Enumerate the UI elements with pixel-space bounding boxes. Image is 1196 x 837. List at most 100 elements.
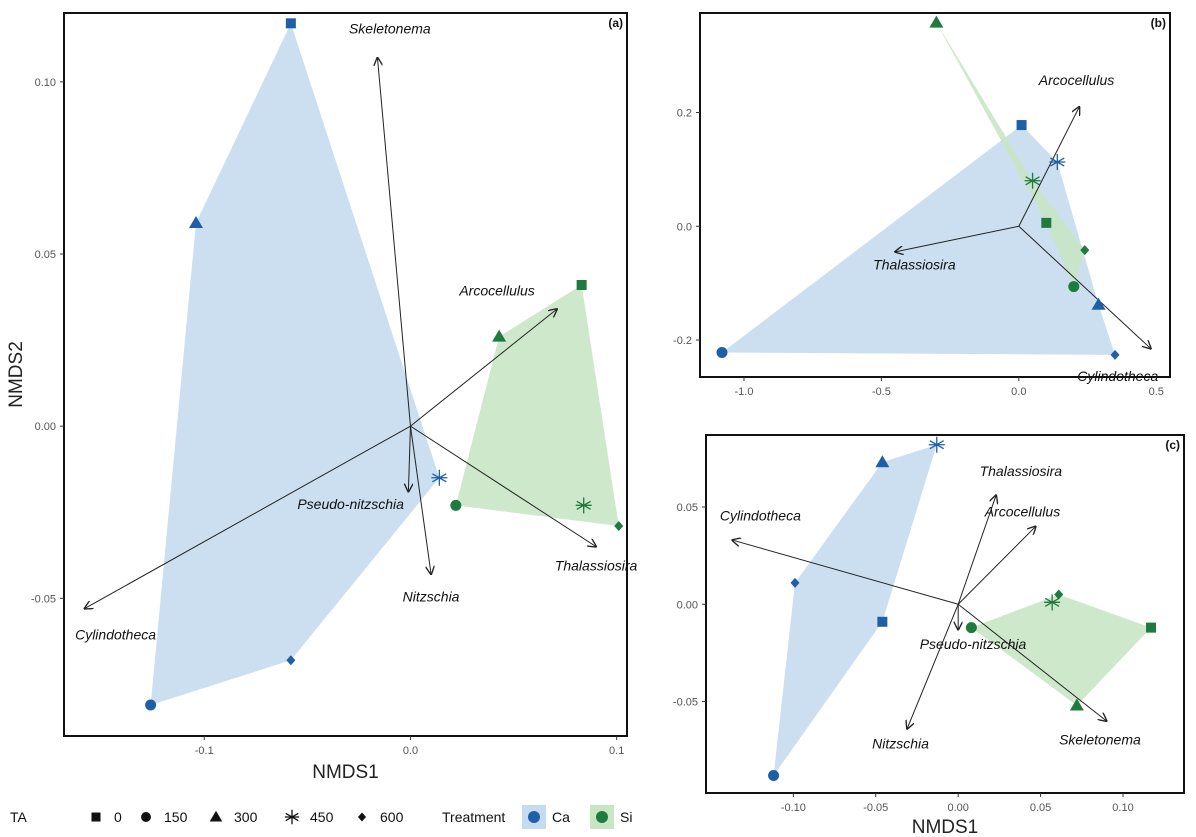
point-ca-ta150 (716, 347, 728, 359)
point-ca-ta300 (1091, 297, 1106, 310)
vector-arrow (408, 426, 410, 491)
hull-si (455, 284, 619, 526)
point-ca-ta600 (286, 655, 296, 666)
species-label: Nitzschia (872, 735, 929, 751)
panel-letter: (a) (608, 16, 623, 30)
hull-ca (773, 444, 937, 776)
point-ca-ta300 (875, 455, 890, 468)
point-ca-ta150 (768, 769, 780, 781)
x-tick-label: 0.00 (947, 802, 968, 814)
legend-ta-title: TA (10, 809, 28, 825)
y-tick-label: 0.2 (677, 108, 692, 120)
species-label: Thalassiosira (873, 257, 956, 273)
legend-treatment-label: Ca (552, 809, 570, 825)
legend-asterisk-icon (284, 809, 300, 825)
species-label: Cylindotheca (1077, 368, 1158, 384)
y-tick-label: -0.05 (673, 697, 698, 709)
panel-border (63, 12, 628, 737)
species-label: Nitzschia (403, 589, 460, 605)
point-ca-ta300 (188, 216, 203, 229)
x-tick-label: -0.05 (863, 802, 888, 814)
legend-ta-label: 150 (164, 809, 188, 825)
point-si-ta0 (576, 279, 587, 290)
vector-arrow (1018, 107, 1079, 227)
vector-arrow (1018, 225, 1151, 348)
panel-letter: (c) (1165, 438, 1180, 452)
y-tick-label: 0.00 (677, 599, 698, 611)
legend-circle-icon (141, 812, 151, 822)
point-si-ta300 (492, 329, 507, 342)
y-tick-label: 0.0 (677, 221, 692, 233)
species-label: Arcocellulus (984, 504, 1060, 520)
point-ca-ta600 (1110, 349, 1120, 360)
panel-border (705, 434, 1185, 794)
point-ca-ta0 (877, 616, 888, 627)
point-ca-ta450 (928, 436, 945, 453)
legend-square-icon (91, 812, 101, 822)
point-si-ta450 (1024, 172, 1041, 189)
panel-letter: (b) (1151, 16, 1166, 30)
y-tick-label: 0.00 (35, 421, 56, 433)
species-label: Thalassiosira (555, 558, 638, 574)
point-si-ta450 (1044, 594, 1061, 611)
point-si-ta150 (965, 622, 977, 634)
point-si-ta150 (1068, 281, 1080, 293)
species-label: Skeletonema (349, 21, 431, 37)
vector-arrow (410, 309, 556, 427)
point-si-ta0 (1146, 622, 1157, 633)
y-tick-label: 0.10 (35, 77, 56, 89)
point-ca-ta450 (431, 469, 448, 486)
legend-ca-dot (528, 811, 540, 823)
x-tick-label: -0.10 (781, 802, 806, 814)
species-label: Pseudo-nitzschia (297, 496, 404, 512)
point-si-ta600 (1080, 245, 1090, 256)
vector-arrow (957, 526, 1035, 605)
legend-triangle-icon (209, 810, 223, 822)
species-label: Cylindotheca (720, 508, 801, 524)
hull-ca (721, 125, 1116, 355)
legend-ta-label: 300 (234, 809, 258, 825)
panel-c: Thalassiosira Arcocellulus Cylindotheca Pse… (673, 434, 1185, 837)
x-tick-label: -0.1 (195, 745, 214, 757)
x-axis-title: NMDS1 (912, 817, 979, 837)
vector-arrow (907, 604, 959, 729)
panel-border (699, 12, 1171, 378)
point-si-ta300 (929, 15, 944, 28)
species-label: Cylindotheca (75, 627, 156, 643)
species-label: Arcocellulus (1038, 72, 1114, 88)
species-label: Thalassiosira (980, 463, 1063, 479)
point-si-ta600 (614, 520, 624, 531)
legend-diamond-icon (357, 812, 367, 822)
x-tick-label: 0.0 (403, 745, 418, 757)
y-tick-label: 0.05 (35, 249, 56, 261)
panel-b: Arcocellulus Thalassiosira Cylindotheca (b)… (673, 12, 1171, 398)
vector-arrow (957, 603, 1106, 721)
point-ca-ta450 (1049, 154, 1066, 171)
vector-arrow (377, 58, 411, 427)
y-tick-label: 0.05 (677, 502, 698, 514)
vector-arrow (895, 225, 1019, 252)
x-tick-label: 0.0 (1011, 386, 1026, 398)
point-ca-ta0 (285, 18, 296, 29)
vector-arrow (957, 495, 996, 605)
point-si-ta0 (1041, 217, 1052, 228)
point-ca-ta150 (145, 699, 157, 711)
legend-treatment-label: Si (620, 809, 632, 825)
species-label: Pseudo-nitzschia (920, 636, 1027, 652)
x-tick-label: 0.05 (1030, 802, 1051, 814)
vector-arrow (732, 540, 959, 605)
legend-ta-label: 450 (310, 809, 334, 825)
y-axis-title: NMDS2 (6, 341, 27, 408)
panel-a: Skeletonema Arcocellulus Pseudo-nitzschia N… (6, 12, 638, 783)
legend-treatment-title: Treatment (442, 809, 505, 825)
vector-arrow (85, 425, 411, 608)
hull-ca (150, 23, 440, 706)
vector-arrow (409, 426, 431, 574)
x-tick-label: 0.5 (1149, 386, 1164, 398)
species-label: Skeletonema (1059, 731, 1141, 747)
x-tick-label: 0.1 (609, 745, 624, 757)
y-tick-label: -0.2 (673, 335, 692, 347)
x-tick-label: -1.0 (734, 386, 753, 398)
x-tick-label: 0.10 (1112, 802, 1133, 814)
y-tick-label: -0.05 (31, 593, 56, 605)
